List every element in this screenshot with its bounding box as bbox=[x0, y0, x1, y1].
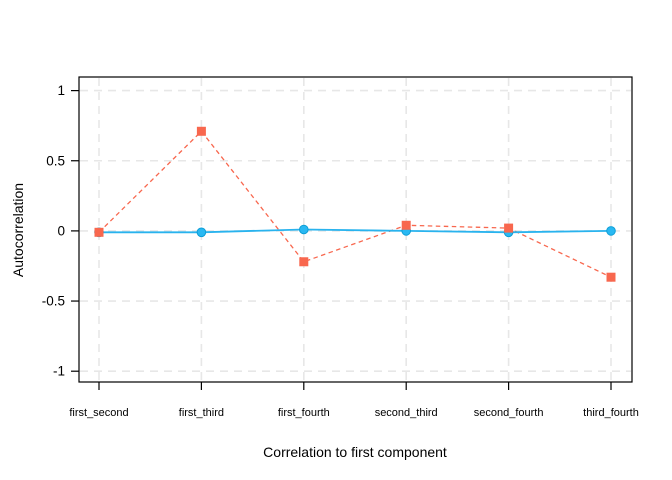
data-point-cross-correlation bbox=[606, 272, 616, 282]
data-point-autocorrelation-baseline bbox=[606, 226, 616, 236]
x-tick-label: third_fourth bbox=[583, 407, 639, 419]
data-point-cross-correlation bbox=[196, 126, 206, 136]
x-tick-label: second_fourth bbox=[474, 407, 544, 419]
x-axis-title: Correlation to first component bbox=[263, 444, 447, 460]
data-point-cross-correlation bbox=[94, 227, 104, 237]
y-tick-label: -0.5 bbox=[42, 294, 65, 309]
data-point-cross-correlation bbox=[299, 257, 309, 267]
plot-border bbox=[78, 76, 633, 383]
series-line-autocorrelation-baseline bbox=[99, 228, 612, 234]
x-tick-label: first_third bbox=[179, 407, 224, 419]
x-tick-label: second_third bbox=[375, 407, 438, 419]
x-tick-label: first_second bbox=[69, 407, 128, 419]
y-tick-label: 1 bbox=[57, 83, 65, 98]
x-tick-label: first_fourth bbox=[278, 407, 330, 419]
series-line-cross-correlation bbox=[98, 130, 612, 278]
y-tick-label: -1 bbox=[53, 364, 65, 379]
y-tick-label: 0.5 bbox=[46, 153, 65, 168]
data-point-autocorrelation-baseline bbox=[299, 224, 309, 235]
y-axis-title: Autocorrelation bbox=[10, 182, 26, 278]
data-point-cross-correlation bbox=[504, 223, 514, 233]
data-point-autocorrelation-baseline bbox=[196, 227, 207, 238]
y-tick-label: 0 bbox=[57, 223, 65, 238]
data-point-cross-correlation bbox=[401, 220, 411, 230]
